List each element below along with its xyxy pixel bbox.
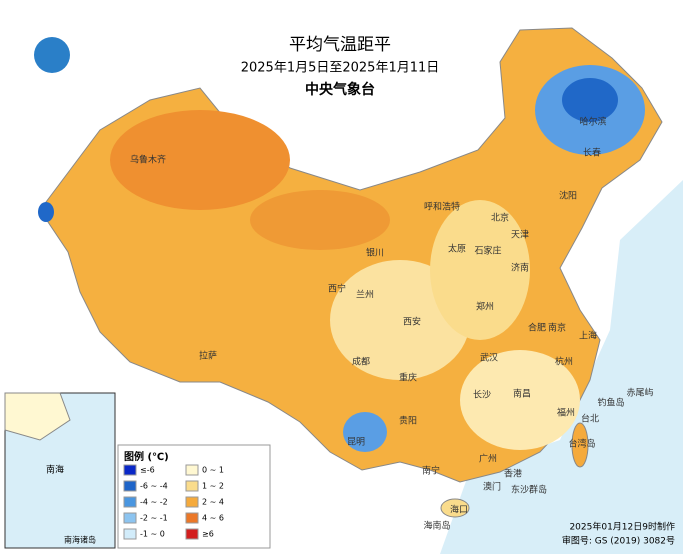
city-label: 赤尾屿 [626,388,653,399]
city-label: 合肥 [528,322,546,334]
city-label: 乌鲁木齐 [130,154,166,166]
legend-swatch [123,464,137,476]
city-label: 海南岛 [423,520,450,532]
legend-label: -1 ~ 0 [140,530,165,539]
city-label: 杭州 [555,356,573,368]
warm-area [110,110,290,210]
city-label: 澳门 [483,481,501,493]
publisher: 中央气象台 [305,81,375,98]
city-label: 长春 [583,147,601,159]
legend-swatch [185,528,199,540]
legend-swatch [123,480,137,492]
city-label: 兰州 [356,289,374,301]
city-label: 沈阳 [559,190,577,202]
legend-label: 4 ~ 6 [202,514,224,523]
city-label: 东沙群岛 [511,484,547,496]
city-label: 银川 [366,247,384,259]
subtitle: 2025年1月5日至2025年1月11日 [241,61,440,76]
city-label: 香港 [504,468,522,480]
legend-label: 2 ~ 4 [202,498,224,507]
legend-swatch [185,496,199,508]
city-label: 石家庄 [474,245,501,257]
city-label: 南昌 [513,388,531,400]
legend-label: -2 ~ -1 [140,514,168,523]
city-label: 台湾岛 [568,438,595,450]
city-label: 台北 [581,413,599,425]
legend-label: -4 ~ -2 [140,498,168,507]
city-label: 广州 [479,453,497,465]
taiwan [571,422,589,468]
city-label: 天津 [511,230,529,241]
legend-label: ≥6 [202,530,214,539]
legend-swatch [123,528,137,540]
legend-label: -6 ~ -4 [140,482,168,491]
city-label: 郑州 [476,301,494,313]
city-label: 海口 [450,504,468,516]
city-label: 南京 [548,322,566,334]
hainan [440,498,470,518]
city-label: 南宁 [422,465,440,477]
legend-swatch [123,496,137,508]
footer-date: 2025年01月12日9时制作 [569,521,675,533]
city-label: 济南 [511,262,529,274]
city-label: 太原 [448,243,466,255]
legend-swatch [185,464,199,476]
legend-swatch [185,480,199,492]
city-label: 拉萨 [199,350,217,362]
logo [34,37,70,73]
city-label: 哈尔滨 [579,116,606,128]
city-label: 呼和浩特 [424,201,460,213]
city-label: 长沙 [473,389,491,401]
city-label: 成都 [352,356,370,368]
footer-approval: 审图号: GS (2019) 3082号 [562,535,675,547]
mild-area [460,350,580,450]
city-label: 重庆 [399,372,417,384]
city-label: 北京 [491,212,509,224]
cold-area [38,202,54,222]
legend-label: 0 ~ 1 [202,466,224,475]
city-label: 贵阳 [399,415,417,427]
title: 平均气温距平 [289,35,391,55]
inset-sea: 南海 [46,464,64,476]
legend-label: 1 ~ 2 [202,482,224,491]
city-label: 西宁 [328,283,346,295]
cold-area [562,78,618,122]
legend-swatch [185,512,199,524]
legend-label: ≤-6 [140,466,155,475]
warm-area [250,190,390,250]
cold-area [343,412,387,452]
mild-area [430,200,530,340]
legend-swatch [123,512,137,524]
city-label: 武汉 [480,352,498,364]
city-label: 福州 [557,407,575,419]
city-label: 上海 [579,330,597,342]
city-label: 昆明 [347,437,365,448]
inset-label: 南海诸岛 [64,535,96,545]
city-label: 钓鱼岛 [597,397,624,409]
legend-title: 图例 (℃) [124,450,169,463]
inset-land [4,392,71,441]
city-label: 西安 [403,316,421,328]
